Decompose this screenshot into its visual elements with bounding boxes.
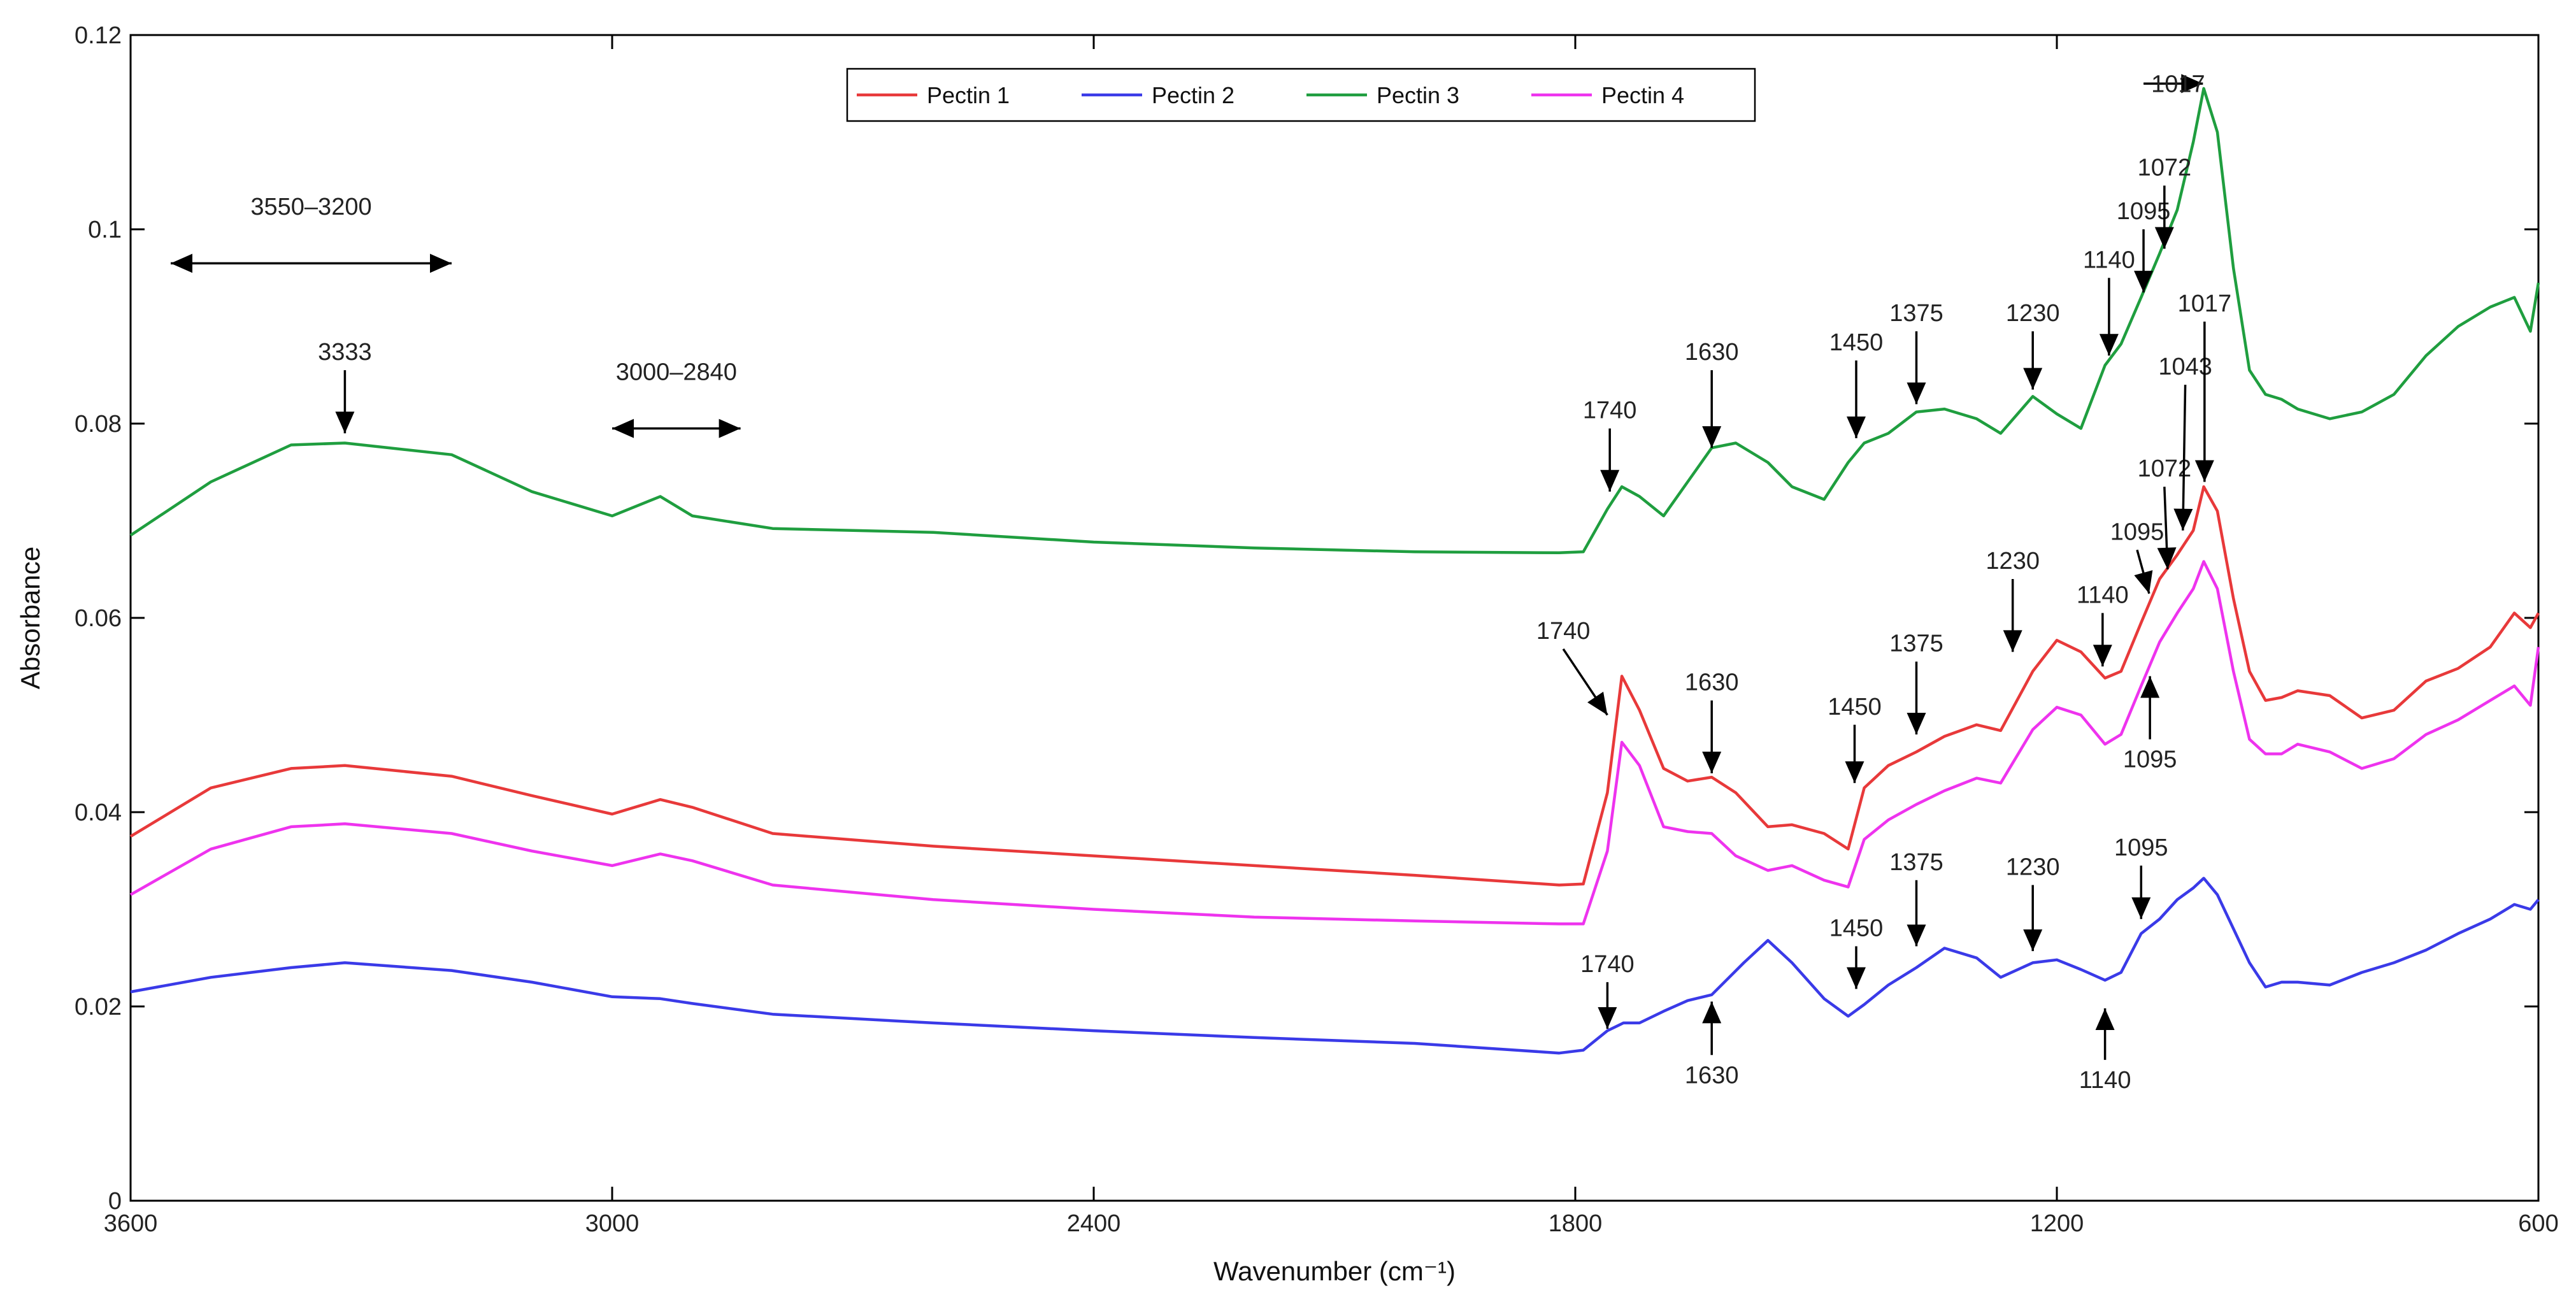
annotation-arrowhead — [2140, 676, 2160, 698]
annotation-arrowhead — [1907, 713, 1926, 734]
y-tick-label: 0.12 — [75, 22, 122, 49]
x-tick-label: 3600 — [104, 1210, 158, 1237]
y-tick-label: 0 — [108, 1188, 122, 1215]
annotation-arrowhead — [2157, 547, 2177, 569]
annotation-label: 3550–3200 — [250, 194, 371, 220]
annotation-label: 3000–2840 — [616, 359, 737, 385]
series-line-pectin-3 — [129, 87, 2540, 555]
annotation-arrowhead — [1845, 761, 1864, 783]
annotation-label: 1630 — [1685, 339, 1739, 366]
legend-box — [846, 68, 1756, 122]
x-axis-title: Wavenumber (cm⁻¹) — [1213, 1256, 1456, 1286]
series-layer — [129, 87, 2540, 1055]
annotation-label: 1140 — [2083, 247, 2135, 273]
annotation-label: 1230 — [2006, 300, 2060, 327]
annotation-arrowhead — [2134, 271, 2154, 293]
legend-label-pectin-2: Pectin 2 — [1152, 82, 1234, 108]
annotation-label: 1375 — [1889, 300, 1943, 327]
annotation-label: 1072 — [2138, 154, 2192, 181]
annotation-arrowhead — [2154, 227, 2174, 249]
annotation-label: 1450 — [1829, 329, 1884, 356]
annotation-arrowhead — [2181, 74, 2203, 94]
annotation-label: 1095 — [2123, 747, 2177, 773]
annotation-arrowhead — [2023, 368, 2043, 390]
x-axis: 3600 3000 2400 1800 1200 600 — [104, 35, 2559, 1237]
y-tick-label: 0.1 — [88, 217, 122, 243]
annotation-arrowhead — [612, 419, 634, 438]
y-tick-label: 0.04 — [75, 799, 122, 826]
annotation-arrowhead — [2099, 334, 2119, 356]
legend-label-pectin-4: Pectin 4 — [1601, 82, 1684, 108]
annotation-label: 1450 — [1828, 694, 1882, 720]
x-tick-label: 2400 — [1067, 1210, 1121, 1237]
annotation-arrowhead — [2093, 645, 2112, 667]
annotation-arrowhead — [1907, 924, 1926, 947]
annotation-arrowhead — [335, 411, 355, 434]
y-tick-label: 0.08 — [75, 411, 122, 438]
annotation-label: 1740 — [1580, 951, 1635, 978]
annotation-arrowhead — [1702, 1001, 1722, 1024]
annotation-arrowhead — [2003, 630, 2022, 652]
annotation-arrow-shaft — [2182, 384, 2187, 531]
annotation-label: 1740 — [1536, 618, 1591, 645]
annotation-label: 1095 — [2110, 519, 2165, 545]
annotation-arrowhead — [1847, 416, 1866, 438]
y-axis: 0 0.02 0.04 0.06 0.08 0.1 0.12 — [75, 22, 2538, 1215]
annotation-label: 1230 — [1986, 548, 2040, 575]
annotation-arrowhead — [1702, 426, 1722, 448]
plot-area — [129, 34, 2540, 1202]
annotation-label: 1017 — [2178, 290, 2232, 317]
annotation-arrowhead — [1702, 752, 1722, 773]
annotation-arrowhead — [1907, 382, 1926, 404]
y-tick-label: 0.06 — [75, 605, 122, 632]
y-tick-label: 0.02 — [75, 994, 122, 1020]
annotation-arrowhead — [2173, 508, 2193, 531]
annotation-label: 1017 — [2151, 71, 2205, 97]
annotation-arrowhead — [1600, 469, 1620, 492]
annotation-arrowhead — [1598, 1007, 1617, 1029]
annotation-label: 1095 — [2117, 198, 2171, 225]
annotation-arrowhead — [430, 254, 452, 273]
annotation-label: 1140 — [2077, 582, 2129, 608]
annotation-label: 1450 — [1829, 915, 1884, 941]
annotation-arrowhead — [2194, 460, 2214, 482]
annotation-label: 1072 — [2138, 455, 2192, 482]
annotation-label: 1375 — [1889, 631, 1943, 657]
x-tick-label: 1800 — [1549, 1210, 1603, 1237]
legend: Pectin 1 Pectin 2 Pectin 3 Pectin 4 — [846, 68, 1756, 122]
annotation-label: 1375 — [1889, 849, 1943, 876]
annotation-arrowhead — [2095, 1008, 2115, 1031]
annotation-label: 1140 — [2079, 1067, 2131, 1094]
annotation-arrowhead — [2023, 929, 2043, 952]
legend-label-pectin-3: Pectin 3 — [1377, 82, 1459, 108]
series-line-pectin-4 — [129, 560, 2540, 926]
series-line-pectin-1 — [129, 485, 2540, 887]
x-tick-label: 600 — [2518, 1210, 2558, 1237]
annotation-label: 1043 — [2158, 354, 2212, 380]
annotation-arrowhead — [2134, 570, 2153, 594]
x-tick-label: 1200 — [2030, 1210, 2084, 1237]
annotation-label: 1740 — [1583, 397, 1637, 424]
series-line-pectin-2 — [130, 876, 2540, 1055]
annotation-arrowhead — [719, 419, 741, 438]
y-axis-title: Absorbance — [15, 547, 45, 689]
annotation-arrowhead — [171, 254, 192, 273]
annotation-arrowhead — [2131, 897, 2151, 919]
legend-items: Pectin 1 Pectin 2 Pectin 3 Pectin 4 — [857, 82, 1684, 108]
annotation-label: 1630 — [1685, 669, 1739, 696]
annotation-label: 1095 — [2114, 834, 2168, 861]
legend-label-pectin-1: Pectin 1 — [927, 82, 1010, 108]
annotation-label: 3333 — [318, 339, 372, 366]
annotation-label: 1230 — [2006, 854, 2060, 880]
annotation-label: 1630 — [1685, 1062, 1739, 1089]
x-tick-label: 3000 — [585, 1210, 640, 1237]
annotation-arrowhead — [1847, 967, 1866, 989]
annotation-arrowhead — [1587, 691, 1608, 715]
